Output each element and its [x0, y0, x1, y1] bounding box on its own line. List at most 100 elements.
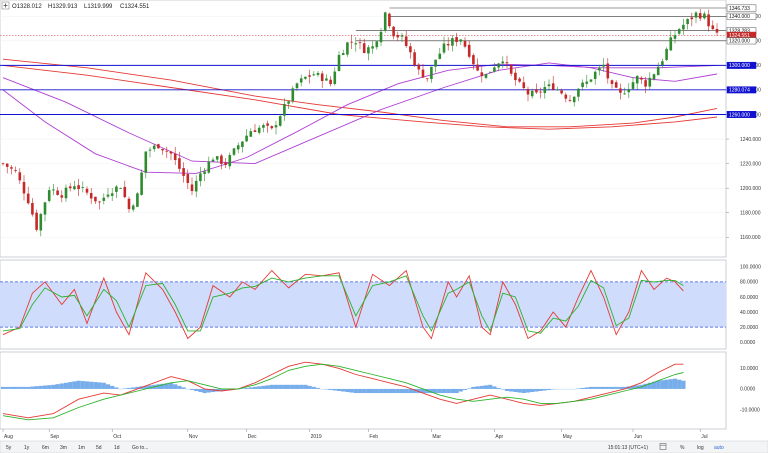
auto-toggle[interactable]: auto [714, 445, 724, 451]
candle-body [10, 167, 13, 169]
macd-histogram-bar [76, 380, 81, 389]
macd-histogram-bar [80, 381, 85, 389]
candle-body [472, 55, 475, 65]
macd-histogram-bar [51, 384, 56, 389]
candle-body [404, 36, 408, 47]
price-axis-label: 1240.000 [740, 137, 761, 143]
candle-body [409, 46, 412, 53]
price-axis-label: 1200.000 [740, 186, 761, 192]
candle-body [547, 84, 551, 87]
candle-body [68, 186, 72, 189]
candle-body [371, 46, 374, 49]
candle-body [581, 82, 584, 88]
macd-histogram-bar [59, 383, 64, 389]
macd-histogram-bar [168, 382, 174, 389]
candle-body [560, 90, 563, 94]
macd-histogram-bar [110, 385, 115, 389]
macd-line [2, 361, 684, 419]
level-badge [726, 111, 757, 118]
timeframe-button[interactable]: 5d [96, 445, 102, 451]
macd-histogram-bar [189, 388, 195, 390]
macd-histogram-bar [500, 388, 505, 390]
candle-body [652, 74, 656, 80]
macd-histogram-bar [273, 384, 279, 389]
macd-histogram-bar [454, 388, 459, 394]
timeframe-button[interactable]: 6m [42, 445, 49, 451]
x-axis-label: Sep [50, 434, 59, 440]
macd-histogram-bar [332, 388, 337, 391]
candle-body [682, 24, 685, 30]
macd-histogram-bar [55, 384, 60, 389]
macd-histogram-bar [181, 387, 186, 389]
timeframe-button[interactable]: 1y [24, 445, 30, 451]
candle-body [278, 116, 282, 126]
macd-histogram-bar [492, 386, 497, 389]
candle-body [77, 185, 80, 190]
macd-histogram-bar [441, 388, 447, 394]
candle-body [1, 163, 5, 165]
x-axis-label: 2019 [311, 434, 322, 440]
candle-body [316, 72, 320, 75]
timeframe-button[interactable]: 5y [6, 445, 12, 451]
candle-body [686, 19, 689, 25]
stochastic-axis-label: 100.0000 [740, 265, 761, 271]
price-panel[interactable] [0, 0, 727, 258]
macd-histogram-bar [97, 382, 102, 389]
candle-body [295, 83, 299, 89]
macd-histogram-bar [677, 379, 682, 389]
candle-body [467, 44, 471, 57]
log-toggle[interactable]: log [697, 445, 704, 451]
macd-histogram-bar [530, 388, 535, 393]
candle-body [434, 59, 437, 67]
timeframe-button[interactable]: 3m [60, 445, 67, 451]
macd-axis-label: 10.0000 [740, 366, 758, 372]
timeframe-button[interactable]: 1m [78, 445, 85, 451]
candle-body [648, 77, 652, 87]
macd-histogram-bar [47, 385, 52, 389]
candle-body [644, 80, 647, 87]
macd-histogram-bar [538, 388, 543, 391]
candle-body [18, 172, 22, 181]
candle-body [459, 39, 463, 42]
macd-histogram-bar [496, 387, 501, 389]
candle-body [598, 67, 601, 71]
moving-average-line [2, 64, 718, 130]
macd-histogram-bar [605, 386, 610, 389]
stochastic-axis-label: 80.0000 [740, 280, 758, 286]
stochastic-layer: 0.0000 20.0000 40.0000 60.0000 80.0000 100.00… [0, 265, 761, 346]
macd-histogram-bar [21, 386, 27, 389]
candle-body [203, 171, 206, 174]
macd-histogram-bar [647, 382, 652, 389]
candle-body [47, 190, 51, 201]
percent-toggle[interactable]: % [680, 445, 685, 451]
candle-body [463, 41, 467, 47]
macd-histogram-bar [387, 388, 392, 394]
candle-body [556, 89, 559, 91]
macd-histogram-bar [286, 384, 291, 389]
candle-body [627, 89, 631, 93]
collapse-icon[interactable] [1, 1, 10, 10]
candle-body [711, 25, 715, 30]
macd-histogram-bar [660, 380, 665, 389]
timeframe-button[interactable]: 1d [114, 445, 120, 451]
timeframe-button[interactable]: Go to... [132, 445, 148, 451]
candle-body [539, 91, 542, 93]
candle-body [337, 54, 341, 71]
level-badge [726, 37, 757, 45]
macd-histogram-bar [458, 388, 463, 392]
candle-body [375, 41, 379, 48]
macd-histogram-bar [198, 388, 203, 393]
candle-body [60, 195, 64, 198]
candle-body [236, 145, 240, 150]
macd-histogram-bar [244, 387, 249, 389]
candle-body [518, 78, 521, 82]
macd-histogram-bar [147, 385, 153, 389]
macd-histogram-bar [635, 385, 640, 389]
go-to-date-icon[interactable] [659, 443, 667, 450]
candle-body [333, 71, 337, 84]
candle-body [211, 159, 215, 162]
candle-body [152, 145, 156, 150]
macd-line [2, 363, 684, 421]
macd-histogram-bar [416, 388, 421, 394]
